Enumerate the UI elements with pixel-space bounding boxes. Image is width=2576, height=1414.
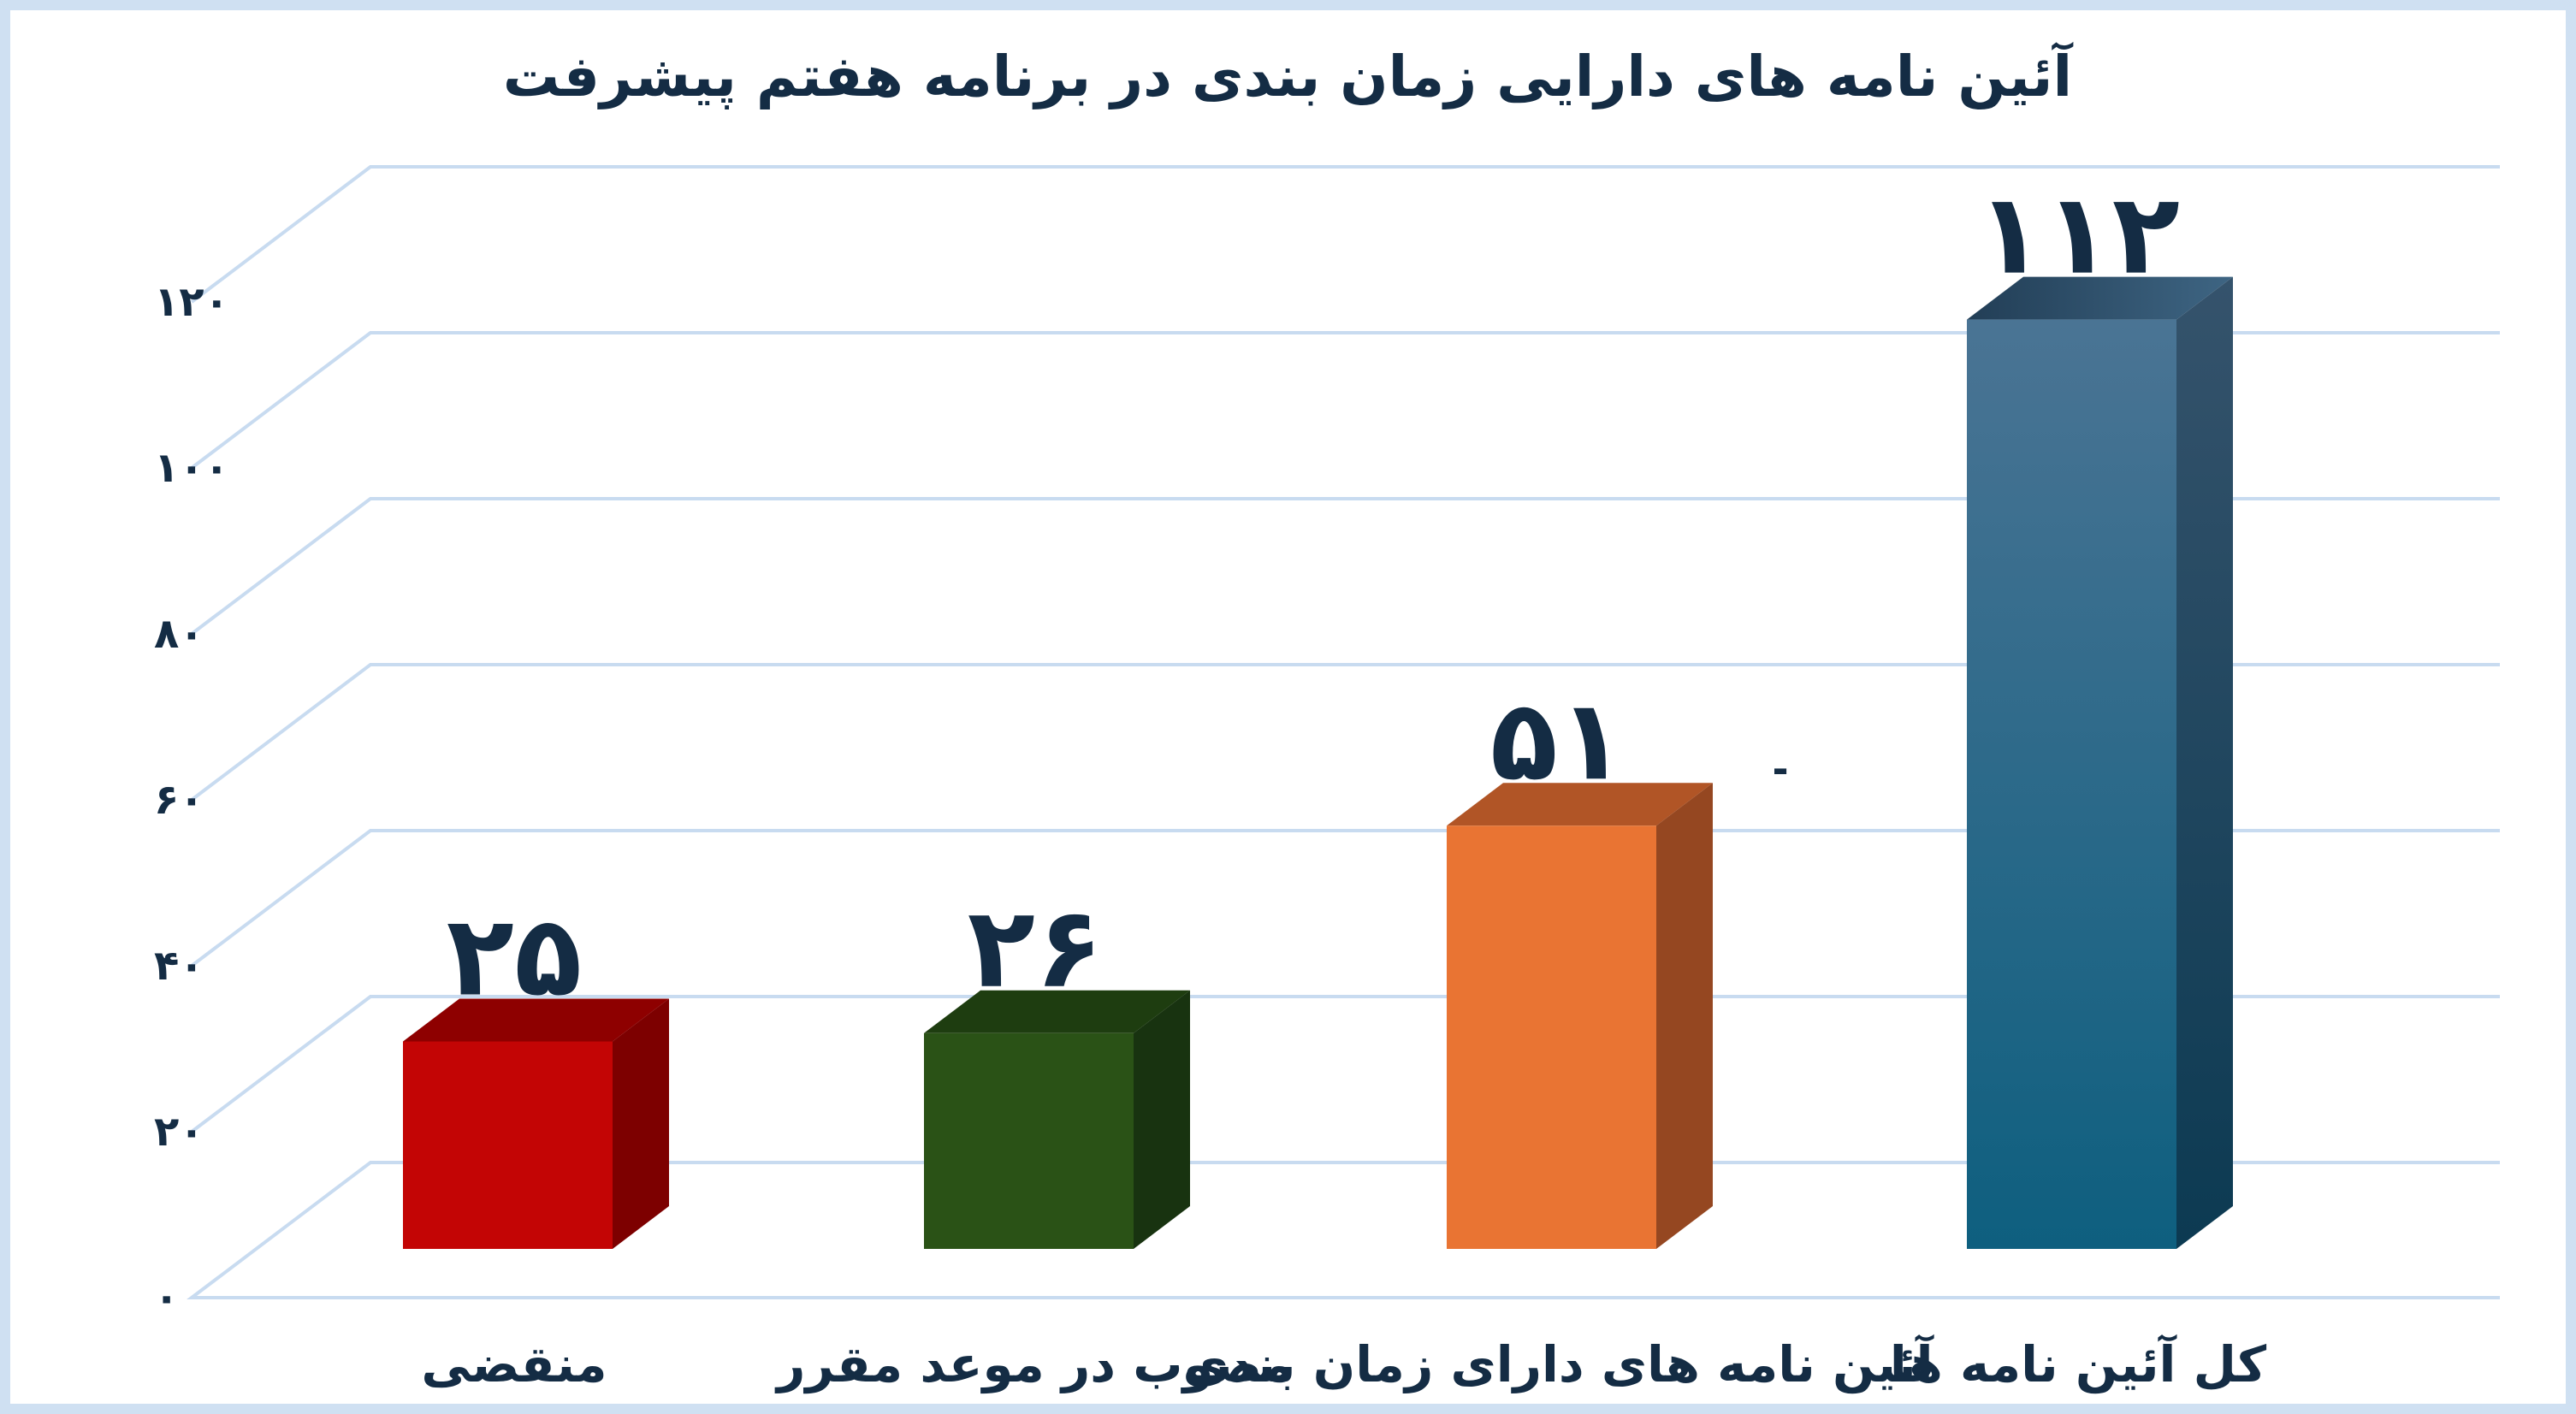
bar-top-face xyxy=(924,990,1190,1033)
value-label: ۲۶ xyxy=(968,883,1104,1013)
bars xyxy=(403,276,2233,1250)
annotations: - xyxy=(1772,746,1788,792)
gridline xyxy=(190,497,2500,636)
bar-side-face xyxy=(613,998,669,1249)
y-tick-label: ۴۰ xyxy=(154,942,204,990)
category-label: کل آئین نامه ها xyxy=(1890,1334,2267,1394)
gridline xyxy=(190,829,2500,967)
value-labels: ۲۵ ۲۶ ۵۱ ۱۱۲ xyxy=(447,169,2180,1021)
bar-top-face xyxy=(1967,276,2233,320)
gridline xyxy=(190,331,2500,470)
value-label: ۲۵ xyxy=(447,891,583,1021)
gridlines xyxy=(187,165,2500,1299)
gridline xyxy=(190,995,2500,1133)
y-tick-label: ۰ xyxy=(154,1274,179,1322)
bar-side-face xyxy=(1656,783,1713,1249)
bar-side-face xyxy=(2176,276,2233,1250)
bar-front-face xyxy=(1447,825,1656,1249)
category-label: آئین نامه های دارای زمان بندی xyxy=(1182,1334,1934,1394)
y-tick-label: ۸۰ xyxy=(154,610,204,658)
bar-front-face xyxy=(403,1041,613,1249)
category-label: منقضی xyxy=(421,1335,607,1393)
bar-top-face xyxy=(403,998,669,1042)
gridline xyxy=(187,1161,2500,1299)
bar-top-face xyxy=(1447,783,1713,826)
chart-title: آئین نامه های دارایی زمان بندی در برنامه… xyxy=(503,41,2074,109)
y-tick-label: ۱۰۰ xyxy=(154,444,229,492)
gridline xyxy=(190,165,2500,304)
category-label: مصوب در موعد مقرر xyxy=(774,1335,1294,1394)
stray-dash-annotation: - xyxy=(1772,746,1788,792)
axis-labels: ۰ ۲۰ ۴۰ ۶۰ ۸۰ ۱۰۰ ۱۲۰ منقضی مصوب در موعد مقررآئی… xyxy=(154,278,2266,1394)
bar-front-face xyxy=(1967,319,2176,1250)
value-label: ۱۱۲ xyxy=(1976,169,2180,299)
y-tick-label: ۶۰ xyxy=(154,776,204,824)
bar-side-face xyxy=(1134,990,1190,1249)
y-tick-label: ۲۰ xyxy=(154,1108,204,1156)
y-tick-label: ۱۲۰ xyxy=(154,278,229,326)
gridline xyxy=(190,663,2500,802)
value-label: ۵۱ xyxy=(1490,675,1626,805)
bar-front-face xyxy=(924,1032,1134,1249)
